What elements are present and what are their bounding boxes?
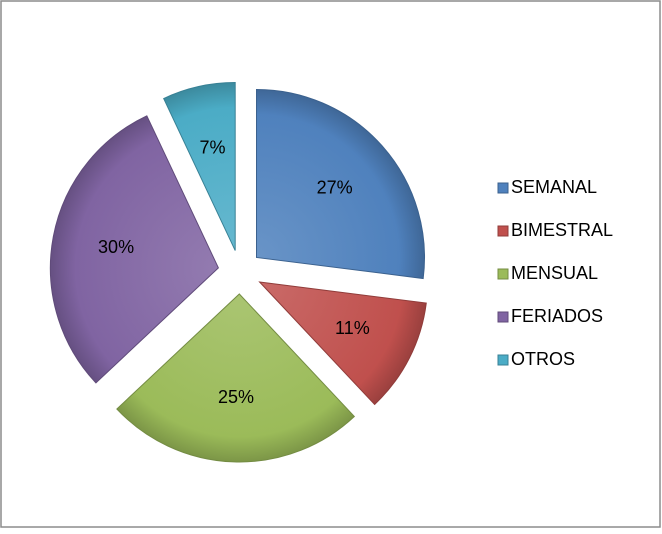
data-label: 7% [199, 138, 225, 158]
pie-slice [49, 115, 219, 384]
pie-slice [256, 88, 426, 280]
legend-swatch [497, 311, 509, 323]
data-label: 30% [98, 237, 134, 257]
legend-label: FERIADOS [511, 306, 603, 326]
data-label: 25% [218, 387, 254, 407]
legend-label: OTROS [511, 349, 575, 369]
pie-slice [258, 281, 427, 406]
legend-label: SEMANAL [511, 177, 597, 197]
data-label: 27% [317, 177, 353, 197]
legend-swatch [497, 182, 509, 194]
legend-swatch [497, 225, 509, 237]
legend-label: BIMESTRAL [511, 220, 613, 240]
pie-slice [116, 293, 356, 463]
pie-slice [163, 82, 236, 251]
legend-swatch [497, 268, 509, 280]
legend-swatch [497, 354, 509, 366]
legend-label: MENSUAL [511, 263, 598, 283]
data-label: 11% [335, 318, 370, 338]
